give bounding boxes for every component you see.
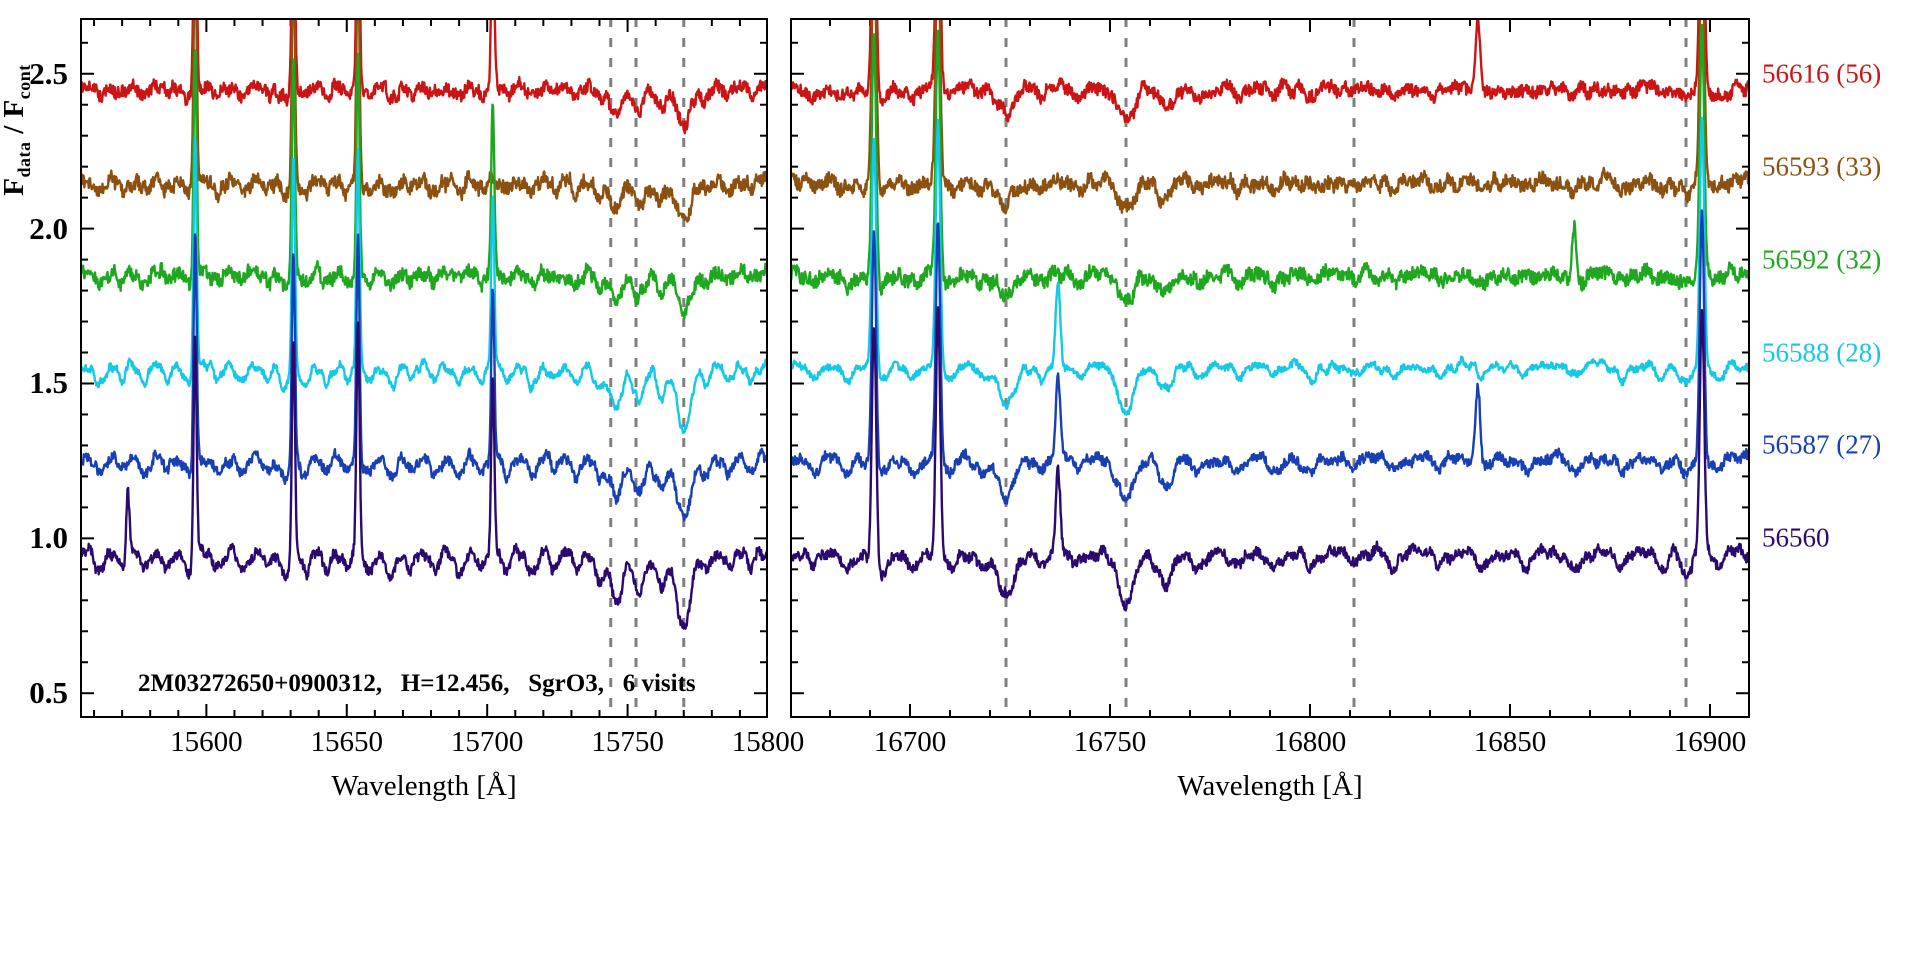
spectrum-line-56587 bbox=[790, 209, 1750, 505]
right-panel-plot bbox=[790, 18, 1750, 718]
legend-item-56560: 56560 bbox=[1762, 522, 1830, 553]
x-axis-title: Wavelength [Å] bbox=[331, 770, 517, 802]
x-tick-label: 16750 bbox=[1073, 726, 1147, 758]
x-tick-label: 15750 bbox=[591, 726, 664, 758]
x-tick-label: 15650 bbox=[310, 726, 384, 758]
x-tick-label: 16700 bbox=[873, 726, 947, 758]
y-tick-label: 0.5 bbox=[29, 675, 68, 711]
spectrum-line-56592 bbox=[790, 23, 1750, 306]
spectrum-line-56560 bbox=[80, 321, 768, 630]
legend-item-56588: 56588 (28) bbox=[1762, 337, 1882, 367]
spectrum-line-56616 bbox=[790, 18, 1750, 124]
right-panel bbox=[790, 18, 1750, 718]
right-panel-frame bbox=[790, 18, 1750, 718]
legend-item-56592: 56592 (32) bbox=[1762, 244, 1882, 275]
y-tick-label: 1.5 bbox=[29, 365, 68, 401]
spectrum-line-56588 bbox=[80, 136, 768, 434]
x-axis-title: Wavelength [Å] bbox=[1177, 770, 1363, 802]
spectrum-line-56616 bbox=[80, 18, 768, 135]
x-tick-label: 15700 bbox=[450, 726, 524, 758]
y-tick-label: 1.0 bbox=[29, 520, 68, 556]
legend-item-56616: 56616 (56) bbox=[1762, 58, 1882, 89]
spectrum-line-56593 bbox=[80, 18, 768, 223]
spectrum-line-56587 bbox=[80, 233, 768, 522]
x-tick-label: 16800 bbox=[1273, 726, 1347, 758]
spectrum-line-56560 bbox=[790, 306, 1750, 612]
spectrum-line-56588 bbox=[790, 116, 1750, 416]
figure-annotation: 2M03272650+0900312, H=12.456, SgrO3, 6 v… bbox=[138, 669, 696, 697]
spectrum-line-56592 bbox=[80, 49, 768, 320]
y-tick-label: 2.5 bbox=[29, 55, 68, 91]
spectrum-line-56593 bbox=[790, 18, 1750, 215]
reference-line-group bbox=[609, 18, 686, 718]
left-panel-frame bbox=[80, 18, 768, 718]
x-tick-label: 16900 bbox=[1673, 726, 1747, 758]
left-panel bbox=[80, 18, 768, 718]
x-tick-label: 15600 bbox=[170, 726, 243, 758]
x-tick-label: 16850 bbox=[1473, 726, 1547, 758]
y-axis-sub-data: data bbox=[13, 141, 34, 178]
x-tick-label: 15800 bbox=[731, 726, 805, 758]
left-panel-plot bbox=[80, 18, 768, 718]
legend-item-56593: 56593 (33) bbox=[1762, 151, 1882, 182]
legend-item-56587: 56587 (27) bbox=[1762, 429, 1882, 460]
y-tick-label: 2.0 bbox=[29, 210, 68, 246]
